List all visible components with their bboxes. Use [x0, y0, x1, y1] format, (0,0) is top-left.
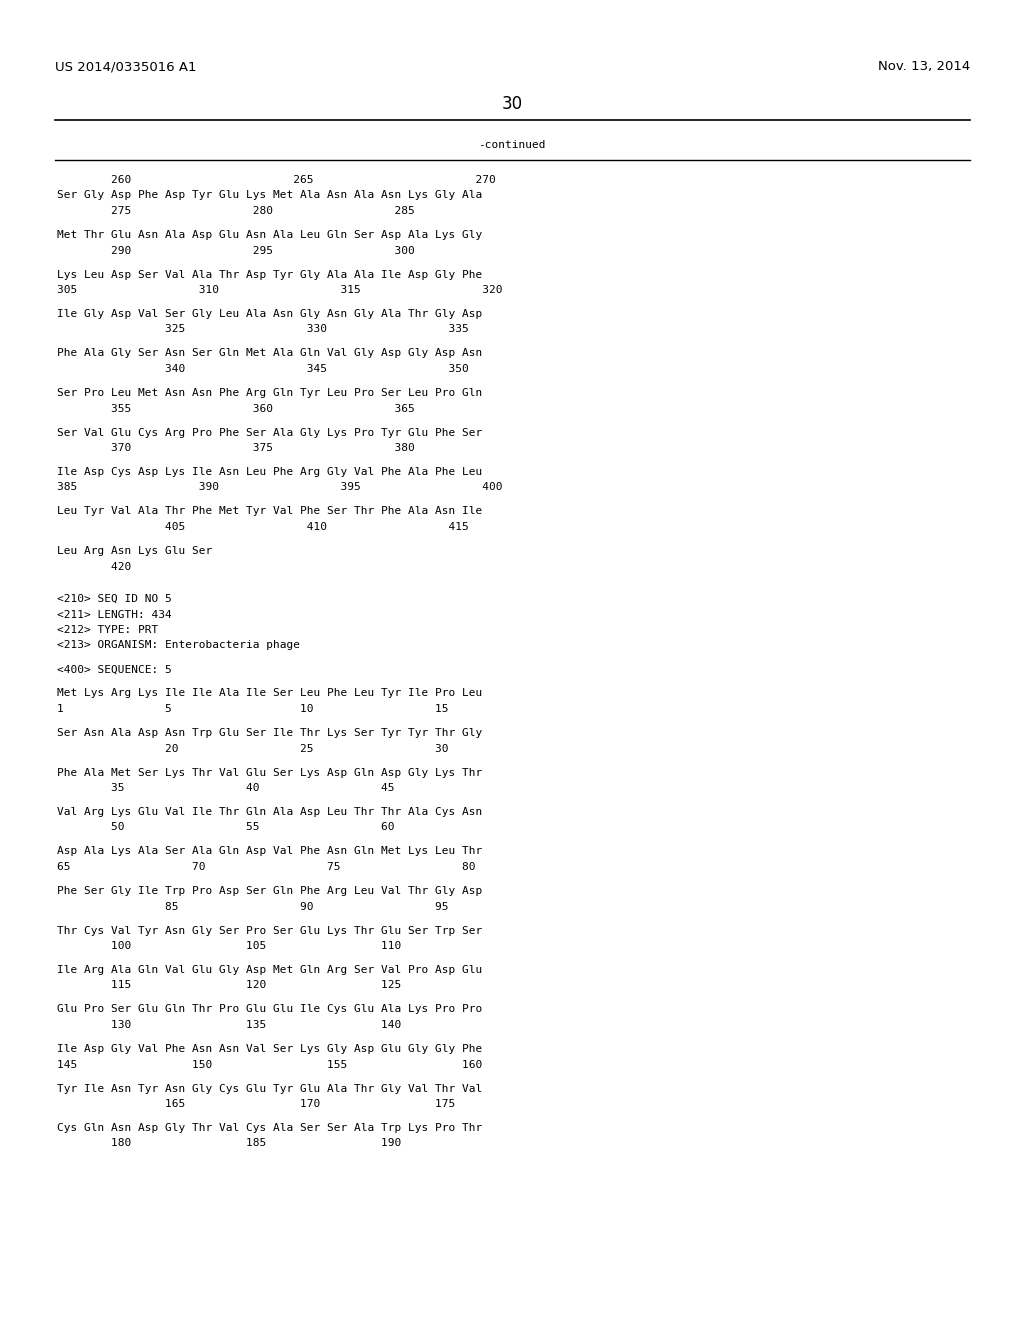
Text: Phe Ala Met Ser Lys Thr Val Glu Ser Lys Asp Gln Asp Gly Lys Thr: Phe Ala Met Ser Lys Thr Val Glu Ser Lys …	[57, 767, 482, 777]
Text: 165                 170                 175: 165 170 175	[57, 1100, 456, 1109]
Text: 85                  90                  95: 85 90 95	[57, 902, 449, 912]
Text: <400> SEQUENCE: 5: <400> SEQUENCE: 5	[57, 664, 172, 675]
Text: Ile Asp Gly Val Phe Asn Asn Val Ser Lys Gly Asp Glu Gly Gly Phe: Ile Asp Gly Val Phe Asn Asn Val Ser Lys …	[57, 1044, 482, 1053]
Text: 325                  330                  335: 325 330 335	[57, 325, 469, 334]
Text: 115                 120                 125: 115 120 125	[57, 981, 401, 990]
Text: Cys Gln Asn Asp Gly Thr Val Cys Ala Ser Ser Ala Trp Lys Pro Thr: Cys Gln Asn Asp Gly Thr Val Cys Ala Ser …	[57, 1123, 482, 1133]
Text: Met Thr Glu Asn Ala Asp Glu Asn Ala Leu Gln Ser Asp Ala Lys Gly: Met Thr Glu Asn Ala Asp Glu Asn Ala Leu …	[57, 230, 482, 240]
Text: 130                 135                 140: 130 135 140	[57, 1020, 401, 1030]
Text: Ile Asp Cys Asp Lys Ile Asn Leu Phe Arg Gly Val Phe Ala Phe Leu: Ile Asp Cys Asp Lys Ile Asn Leu Phe Arg …	[57, 467, 482, 477]
Text: 145                 150                 155                 160: 145 150 155 160	[57, 1060, 482, 1069]
Text: <213> ORGANISM: Enterobacteria phage: <213> ORGANISM: Enterobacteria phage	[57, 640, 300, 651]
Text: 35                  40                  45: 35 40 45	[57, 783, 394, 793]
Text: <210> SEQ ID NO 5: <210> SEQ ID NO 5	[57, 594, 172, 605]
Text: Ile Gly Asp Val Ser Gly Leu Ala Asn Gly Asn Gly Ala Thr Gly Asp: Ile Gly Asp Val Ser Gly Leu Ala Asn Gly …	[57, 309, 482, 319]
Text: 355                  360                  365: 355 360 365	[57, 404, 415, 413]
Text: Ser Val Glu Cys Arg Pro Phe Ser Ala Gly Lys Pro Tyr Glu Phe Ser: Ser Val Glu Cys Arg Pro Phe Ser Ala Gly …	[57, 428, 482, 437]
Text: 420: 420	[57, 561, 131, 572]
Text: 20                  25                  30: 20 25 30	[57, 743, 449, 754]
Text: 65                  70                  75                  80: 65 70 75 80	[57, 862, 475, 873]
Text: Glu Pro Ser Glu Gln Thr Pro Glu Glu Ile Cys Glu Ala Lys Pro Pro: Glu Pro Ser Glu Gln Thr Pro Glu Glu Ile …	[57, 1005, 482, 1015]
Text: 305                  310                  315                  320: 305 310 315 320	[57, 285, 503, 294]
Text: <212> TYPE: PRT: <212> TYPE: PRT	[57, 624, 159, 635]
Text: Phe Ser Gly Ile Trp Pro Asp Ser Gln Phe Arg Leu Val Thr Gly Asp: Phe Ser Gly Ile Trp Pro Asp Ser Gln Phe …	[57, 886, 482, 896]
Text: 290                  295                  300: 290 295 300	[57, 246, 415, 256]
Text: 100                 105                 110: 100 105 110	[57, 941, 401, 950]
Text: Val Arg Lys Glu Val Ile Thr Gln Ala Asp Leu Thr Thr Ala Cys Asn: Val Arg Lys Glu Val Ile Thr Gln Ala Asp …	[57, 807, 482, 817]
Text: 50                  55                  60: 50 55 60	[57, 822, 394, 833]
Text: 275                  280                  285: 275 280 285	[57, 206, 415, 216]
Text: Phe Ala Gly Ser Asn Ser Gln Met Ala Gln Val Gly Asp Gly Asp Asn: Phe Ala Gly Ser Asn Ser Gln Met Ala Gln …	[57, 348, 482, 359]
Text: Lys Leu Asp Ser Val Ala Thr Asp Tyr Gly Ala Ala Ile Asp Gly Phe: Lys Leu Asp Ser Val Ala Thr Asp Tyr Gly …	[57, 269, 482, 280]
Text: Met Lys Arg Lys Ile Ile Ala Ile Ser Leu Phe Leu Tyr Ile Pro Leu: Met Lys Arg Lys Ile Ile Ala Ile Ser Leu …	[57, 689, 482, 698]
Text: -continued: -continued	[478, 140, 546, 150]
Text: 385                  390                  395                  400: 385 390 395 400	[57, 483, 503, 492]
Text: Ser Asn Ala Asp Asn Trp Glu Ser Ile Thr Lys Ser Tyr Tyr Thr Gly: Ser Asn Ala Asp Asn Trp Glu Ser Ile Thr …	[57, 729, 482, 738]
Text: US 2014/0335016 A1: US 2014/0335016 A1	[55, 59, 197, 73]
Text: Tyr Ile Asn Tyr Asn Gly Cys Glu Tyr Glu Ala Thr Gly Val Thr Val: Tyr Ile Asn Tyr Asn Gly Cys Glu Tyr Glu …	[57, 1084, 482, 1093]
Text: 30: 30	[502, 95, 522, 114]
Text: Ile Arg Ala Gln Val Glu Gly Asp Met Gln Arg Ser Val Pro Asp Glu: Ile Arg Ala Gln Val Glu Gly Asp Met Gln …	[57, 965, 482, 975]
Text: 370                  375                  380: 370 375 380	[57, 444, 415, 453]
Text: Ser Gly Asp Phe Asp Tyr Glu Lys Met Ala Asn Ala Asn Lys Gly Ala: Ser Gly Asp Phe Asp Tyr Glu Lys Met Ala …	[57, 190, 482, 201]
Text: Thr Cys Val Tyr Asn Gly Ser Pro Ser Glu Lys Thr Glu Ser Trp Ser: Thr Cys Val Tyr Asn Gly Ser Pro Ser Glu …	[57, 925, 482, 936]
Text: Asp Ala Lys Ala Ser Ala Gln Asp Val Phe Asn Gln Met Lys Leu Thr: Asp Ala Lys Ala Ser Ala Gln Asp Val Phe …	[57, 846, 482, 857]
Text: 405                  410                  415: 405 410 415	[57, 521, 469, 532]
Text: Leu Tyr Val Ala Thr Phe Met Tyr Val Phe Ser Thr Phe Ala Asn Ile: Leu Tyr Val Ala Thr Phe Met Tyr Val Phe …	[57, 507, 482, 516]
Text: 180                 185                 190: 180 185 190	[57, 1138, 401, 1148]
Text: Nov. 13, 2014: Nov. 13, 2014	[878, 59, 970, 73]
Text: 1               5                   10                  15: 1 5 10 15	[57, 704, 449, 714]
Text: 340                  345                  350: 340 345 350	[57, 364, 469, 374]
Text: Ser Pro Leu Met Asn Asn Phe Arg Gln Tyr Leu Pro Ser Leu Pro Gln: Ser Pro Leu Met Asn Asn Phe Arg Gln Tyr …	[57, 388, 482, 399]
Text: <211> LENGTH: 434: <211> LENGTH: 434	[57, 610, 172, 619]
Text: Leu Arg Asn Lys Glu Ser: Leu Arg Asn Lys Glu Ser	[57, 546, 212, 556]
Text: 260                        265                        270: 260 265 270	[57, 176, 496, 185]
